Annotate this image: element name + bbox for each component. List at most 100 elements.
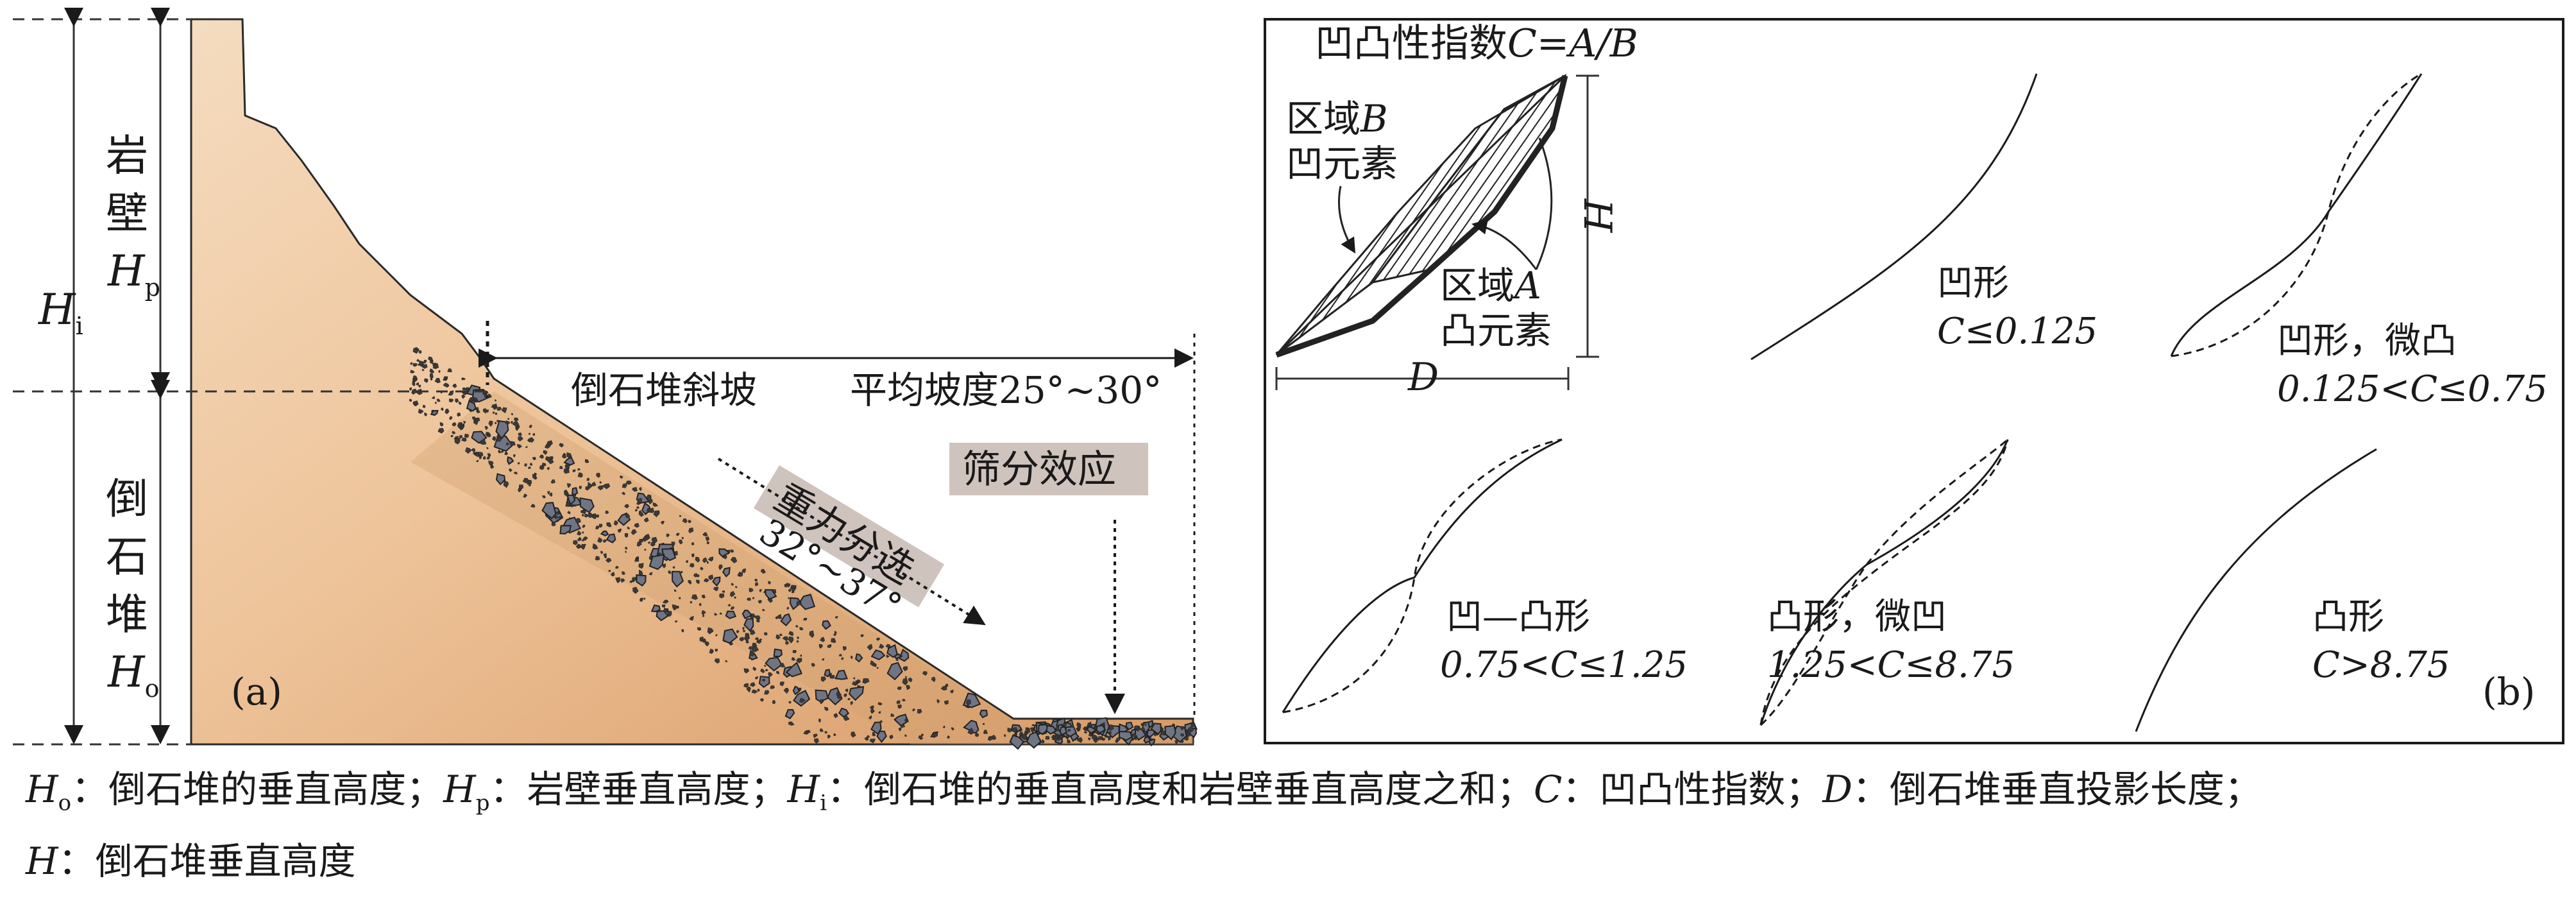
gravel-clast xyxy=(624,513,631,518)
gravel-clast xyxy=(629,580,633,583)
gravel-clast xyxy=(528,466,531,470)
gravel-clast xyxy=(620,475,623,479)
gravel-clast xyxy=(757,689,760,692)
gravel-clast xyxy=(679,515,682,517)
hi-label: Hi xyxy=(38,285,83,340)
gravel-clast xyxy=(895,658,899,662)
concave-cond: C≤0.125 xyxy=(1937,311,2097,352)
gravel-clast xyxy=(908,677,913,683)
gravel-clast xyxy=(1041,739,1045,744)
gravel-clast xyxy=(465,447,472,454)
gravel-clast xyxy=(584,459,589,463)
boulder xyxy=(1026,731,1042,749)
convex-cond: C>8.75 xyxy=(2312,644,2450,686)
gravel-clast xyxy=(1007,728,1012,733)
gravel-clast xyxy=(872,732,876,737)
caption-item-hi: Hi：倒石堆的垂直高度和岩壁垂直高度之和； xyxy=(787,767,1534,816)
gravel-clast xyxy=(729,591,736,597)
talus-slope-label: 倒石堆斜坡 xyxy=(571,368,757,412)
boulder xyxy=(765,589,777,600)
gravel-clast xyxy=(788,597,790,599)
boulder xyxy=(671,570,684,588)
gravel-clast xyxy=(788,588,792,592)
gravel-clast xyxy=(820,637,826,642)
gravel-clast xyxy=(663,608,668,613)
gravel-clast xyxy=(511,413,514,416)
gravel-clast xyxy=(632,587,639,594)
gravel-clast xyxy=(680,570,683,574)
gravel-clast xyxy=(751,689,758,694)
gravel-clast xyxy=(550,479,555,484)
gravel-clast xyxy=(418,384,421,388)
gravel-clast xyxy=(752,597,755,600)
gravel-clast xyxy=(575,518,581,524)
gravel-clast xyxy=(824,706,829,712)
gravel-clast xyxy=(572,469,576,472)
gravel-clast xyxy=(693,573,698,578)
gravel-clast xyxy=(690,601,693,604)
gravel-clast xyxy=(476,409,480,414)
gravel-clast xyxy=(486,447,489,449)
gravel-clast xyxy=(582,531,584,534)
region-a-arrow xyxy=(1535,137,1553,270)
caption-line-2: H：倒石堆垂直高度 xyxy=(26,832,2566,890)
gravel-clast xyxy=(1124,725,1127,728)
gravel-clast xyxy=(803,730,808,735)
gravel-clast xyxy=(834,631,837,635)
boulder xyxy=(979,709,988,719)
gravel-clast xyxy=(719,612,722,615)
gravel-clast xyxy=(622,483,627,488)
gravel-clast xyxy=(674,620,678,623)
gravel-clast xyxy=(838,654,842,656)
gravel-clast xyxy=(511,420,513,424)
gravel-clast xyxy=(936,699,940,704)
gravel-clast xyxy=(749,649,756,657)
boulder xyxy=(648,554,665,570)
boulder xyxy=(1009,734,1025,750)
gravel-clast xyxy=(750,629,756,635)
gravel-clast xyxy=(662,599,669,604)
gravel-clast xyxy=(627,526,631,529)
talus-label-2: 石 xyxy=(106,532,148,581)
gravel-clast xyxy=(452,431,456,434)
gravel-clast xyxy=(518,484,523,490)
gravel-clast xyxy=(439,422,444,427)
gravel-clast xyxy=(413,377,418,382)
boulder xyxy=(722,628,738,644)
gravel-clast xyxy=(624,504,629,509)
region-b-label-1: 区域B xyxy=(1286,97,1388,141)
gravel-clast xyxy=(643,597,646,600)
gravel-clast xyxy=(743,668,750,674)
gravel-clast xyxy=(551,522,556,527)
region-a-label-2: 凸元素 xyxy=(1440,309,1552,352)
boulder xyxy=(1096,724,1106,734)
gravel-clast xyxy=(504,451,509,456)
gravel-clast xyxy=(618,529,622,533)
gravity-sorting-arrow xyxy=(717,458,986,626)
region-b-label-2: 凹元素 xyxy=(1286,142,1398,185)
index-title: 凹凸性指数C=A/B xyxy=(1315,21,1638,66)
boulder xyxy=(785,662,802,678)
gravel-clast xyxy=(513,472,518,475)
gravel-clast xyxy=(866,735,870,739)
gravel-clast xyxy=(743,635,750,641)
gravel-clast xyxy=(509,468,513,472)
gravel-clast xyxy=(652,502,659,507)
gravel-clast xyxy=(464,433,470,438)
gravel-clast xyxy=(418,408,424,415)
gravel-clast xyxy=(631,529,637,535)
gravel-clast xyxy=(1076,737,1079,740)
gravel-clast xyxy=(688,580,692,585)
boulder xyxy=(1118,730,1133,741)
gravel-clast xyxy=(715,649,718,653)
gravel-clast xyxy=(463,421,466,424)
boulder xyxy=(870,721,882,735)
gravel-clast xyxy=(613,520,618,526)
panel-b-frame xyxy=(1264,18,2564,744)
gravel-clast xyxy=(565,501,570,507)
gravel-clast xyxy=(648,507,655,513)
gravel-clast xyxy=(746,687,751,693)
gravel-clast xyxy=(877,702,883,706)
gravel-clast xyxy=(518,432,522,437)
gravel-clast xyxy=(548,515,552,518)
